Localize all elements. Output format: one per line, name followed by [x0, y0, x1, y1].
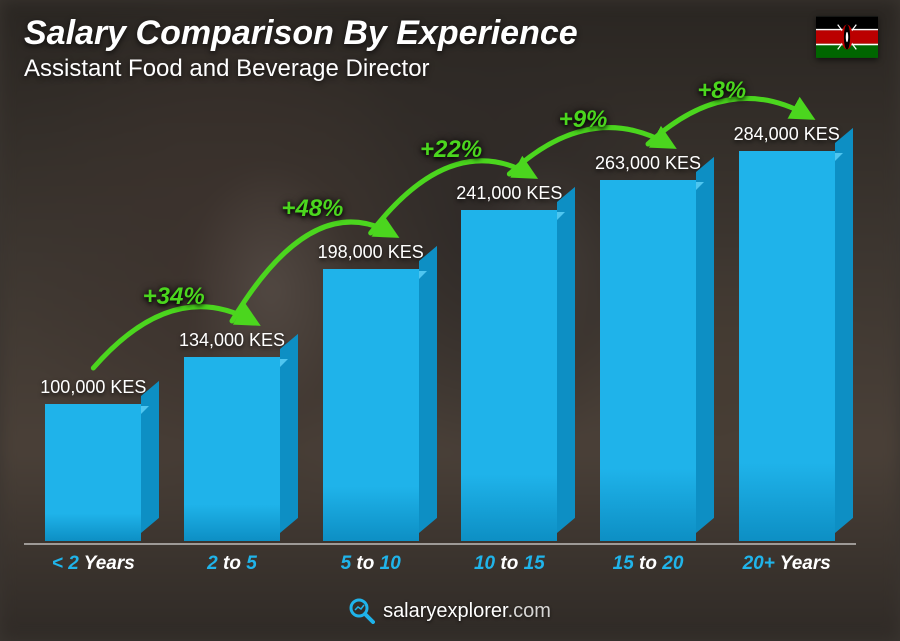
footer: salaryexplorer.com: [0, 598, 900, 629]
x-axis-label: 10 to 15: [440, 553, 579, 575]
x-axis-label: < 2 Years: [24, 553, 163, 575]
salary-bar-chart: 100,000 KES 134,000 KES 198,000 KES 241,000…: [24, 110, 856, 575]
x-axis-label: 20+ Years: [717, 553, 856, 575]
bar-value-label: 241,000 KES: [456, 183, 562, 204]
bar-slot: 134,000 KES: [163, 110, 302, 541]
bars-container: 100,000 KES 134,000 KES 198,000 KES 241,000…: [24, 110, 856, 541]
salaryexplorer-logo-icon: [349, 598, 375, 624]
x-axis-label: 5 to 10: [301, 553, 440, 575]
bar-value-label: 284,000 KES: [734, 124, 840, 145]
bar-slot: 100,000 KES: [24, 110, 163, 541]
x-axis-label: 15 to 20: [579, 553, 718, 575]
bar-value-label: 100,000 KES: [40, 377, 146, 398]
bar: [739, 151, 835, 541]
bar-slot: 198,000 KES: [301, 110, 440, 541]
bar: [600, 180, 696, 541]
bar: [184, 357, 280, 541]
bar-value-label: 263,000 KES: [595, 153, 701, 174]
increment-pct-label: +8%: [697, 77, 746, 105]
increment-pct-label: +22%: [420, 136, 482, 164]
kenya-flag-icon: [816, 16, 878, 58]
header: Salary Comparison By Experience Assistan…: [24, 14, 876, 83]
bar-value-label: 134,000 KES: [179, 330, 285, 351]
bar-slot: 241,000 KES: [440, 110, 579, 541]
page-title: Salary Comparison By Experience: [24, 14, 876, 53]
increment-pct-label: +34%: [143, 283, 205, 311]
x-axis-label: 2 to 5: [163, 553, 302, 575]
bar: [323, 269, 419, 541]
bar: [461, 210, 557, 541]
bar-value-label: 198,000 KES: [318, 242, 424, 263]
bar-slot: 263,000 KES: [579, 110, 718, 541]
bar-slot: 284,000 KES: [717, 110, 856, 541]
increment-pct-label: +9%: [559, 106, 608, 134]
increment-pct-label: +48%: [281, 195, 343, 223]
bar: [45, 404, 141, 541]
x-axis: < 2 Years2 to 55 to 1010 to 1515 to 2020…: [24, 543, 856, 575]
page-subtitle: Assistant Food and Beverage Director: [24, 55, 876, 83]
footer-site-name: salaryexplorer.com: [383, 600, 551, 623]
